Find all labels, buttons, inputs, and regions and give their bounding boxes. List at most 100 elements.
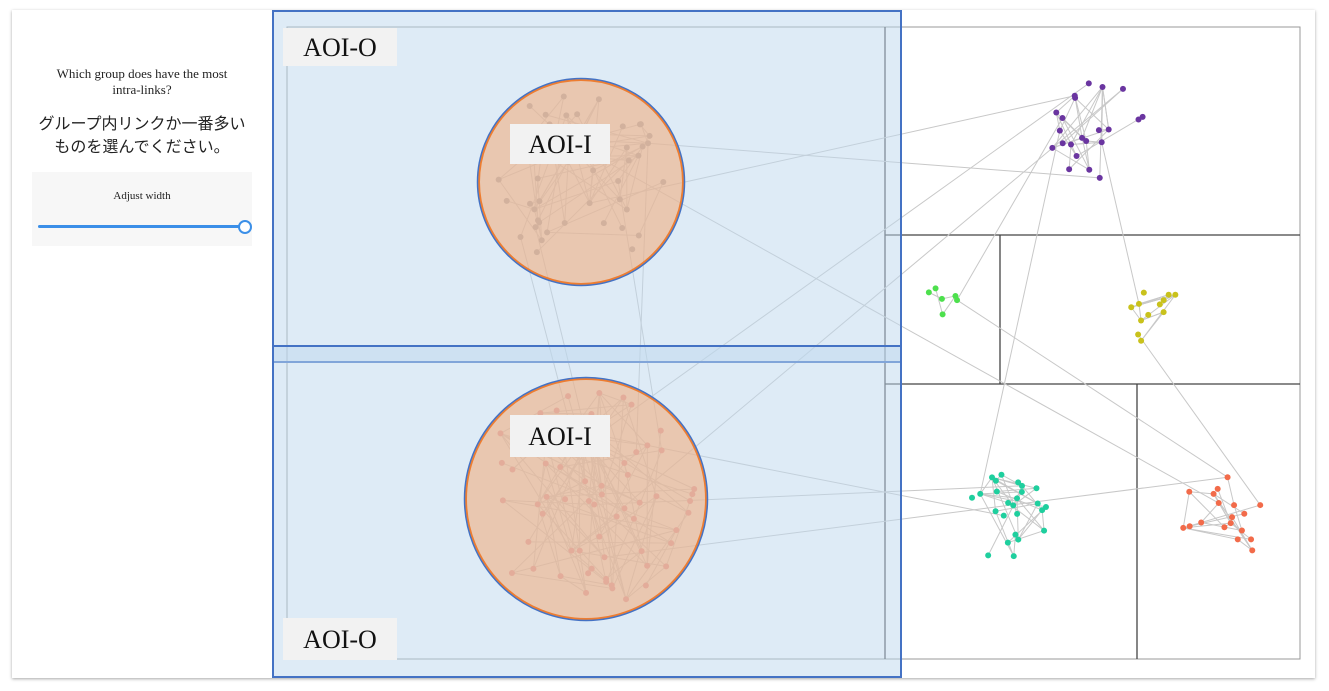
node (1249, 547, 1256, 554)
node (1238, 527, 1245, 534)
edge (1055, 112, 1061, 131)
slider-thumb[interactable] (238, 220, 252, 234)
aoi-label-box (283, 28, 397, 66)
edge (1213, 493, 1245, 515)
node (1098, 139, 1105, 146)
edge (1233, 504, 1243, 531)
edge (1213, 493, 1232, 524)
node (1049, 144, 1056, 151)
aoi-label: AOI-I (528, 422, 592, 451)
node (1039, 507, 1046, 514)
node (1145, 311, 1152, 318)
node (1085, 80, 1092, 87)
node (1119, 85, 1126, 92)
node (992, 508, 999, 515)
edge (1237, 539, 1253, 551)
node (1099, 83, 1106, 90)
node (1068, 141, 1075, 148)
node (1010, 502, 1017, 509)
node (1083, 137, 1090, 144)
question-en: Which group does have the most intra-lin… (56, 66, 228, 97)
node (1135, 300, 1142, 307)
edge (1052, 137, 1083, 149)
edge (1059, 97, 1076, 131)
node (1014, 495, 1021, 502)
node (1105, 126, 1112, 133)
node (1056, 127, 1063, 134)
edge (1013, 534, 1016, 557)
edge (995, 511, 1015, 557)
node (1180, 524, 1187, 531)
edge (979, 477, 993, 495)
edge (1099, 86, 1103, 178)
node (1198, 519, 1205, 526)
edge (995, 503, 1038, 512)
node (1073, 153, 1080, 160)
node (1210, 490, 1217, 497)
node (1018, 482, 1025, 489)
edge (980, 491, 1022, 495)
edge (991, 476, 1037, 489)
edge (1183, 504, 1261, 529)
node (1186, 523, 1193, 530)
node (938, 295, 945, 302)
edge (1085, 140, 1090, 170)
node (1018, 488, 1025, 495)
edge (1051, 86, 1103, 149)
node (1066, 166, 1073, 173)
edge (1052, 147, 1090, 171)
edge (1017, 503, 1039, 540)
node (1095, 127, 1102, 134)
edge (991, 477, 997, 512)
node (952, 292, 959, 299)
edge (1070, 86, 1103, 145)
node (1079, 134, 1086, 141)
node (993, 488, 1000, 495)
aoi-label-box (510, 415, 610, 457)
node (1135, 331, 1142, 338)
node (1005, 499, 1012, 506)
edge (1183, 527, 1238, 540)
slider-track[interactable] (38, 225, 242, 228)
edge (1074, 97, 1110, 130)
node (1140, 289, 1147, 296)
edge (1012, 487, 1037, 506)
question-ja: グループ内リンクか一番多いものを選んでください。 (38, 114, 246, 156)
edge (1102, 86, 1110, 130)
node (1231, 502, 1238, 509)
edge (1017, 509, 1043, 540)
edge (935, 288, 944, 315)
node (1059, 115, 1066, 122)
aoi-inner (478, 79, 684, 285)
node (1041, 527, 1048, 534)
node (1215, 500, 1222, 507)
task-panel: Which group does have the most intra-lin… (32, 66, 252, 246)
node (1160, 309, 1167, 316)
node (1000, 512, 1007, 519)
edge (1059, 130, 1077, 157)
node (977, 490, 984, 497)
node (1156, 301, 1163, 308)
node (1248, 536, 1255, 543)
node (1138, 337, 1145, 344)
node (939, 311, 946, 318)
edge (980, 493, 1009, 504)
aoi-label: AOI-O (303, 33, 377, 62)
edge (1140, 311, 1165, 342)
edge (1068, 129, 1110, 170)
node (1229, 514, 1236, 521)
aoi-label-box (283, 618, 397, 660)
node (932, 285, 939, 292)
node (1172, 291, 1179, 298)
edge (996, 487, 1037, 492)
node (1012, 531, 1019, 538)
node (1053, 109, 1060, 116)
node (1186, 488, 1193, 495)
aoi-label: AOI-I (528, 130, 592, 159)
slider-box: Adjust width (32, 172, 252, 246)
edge (1055, 95, 1076, 113)
node (1234, 536, 1241, 543)
node (1014, 510, 1021, 517)
